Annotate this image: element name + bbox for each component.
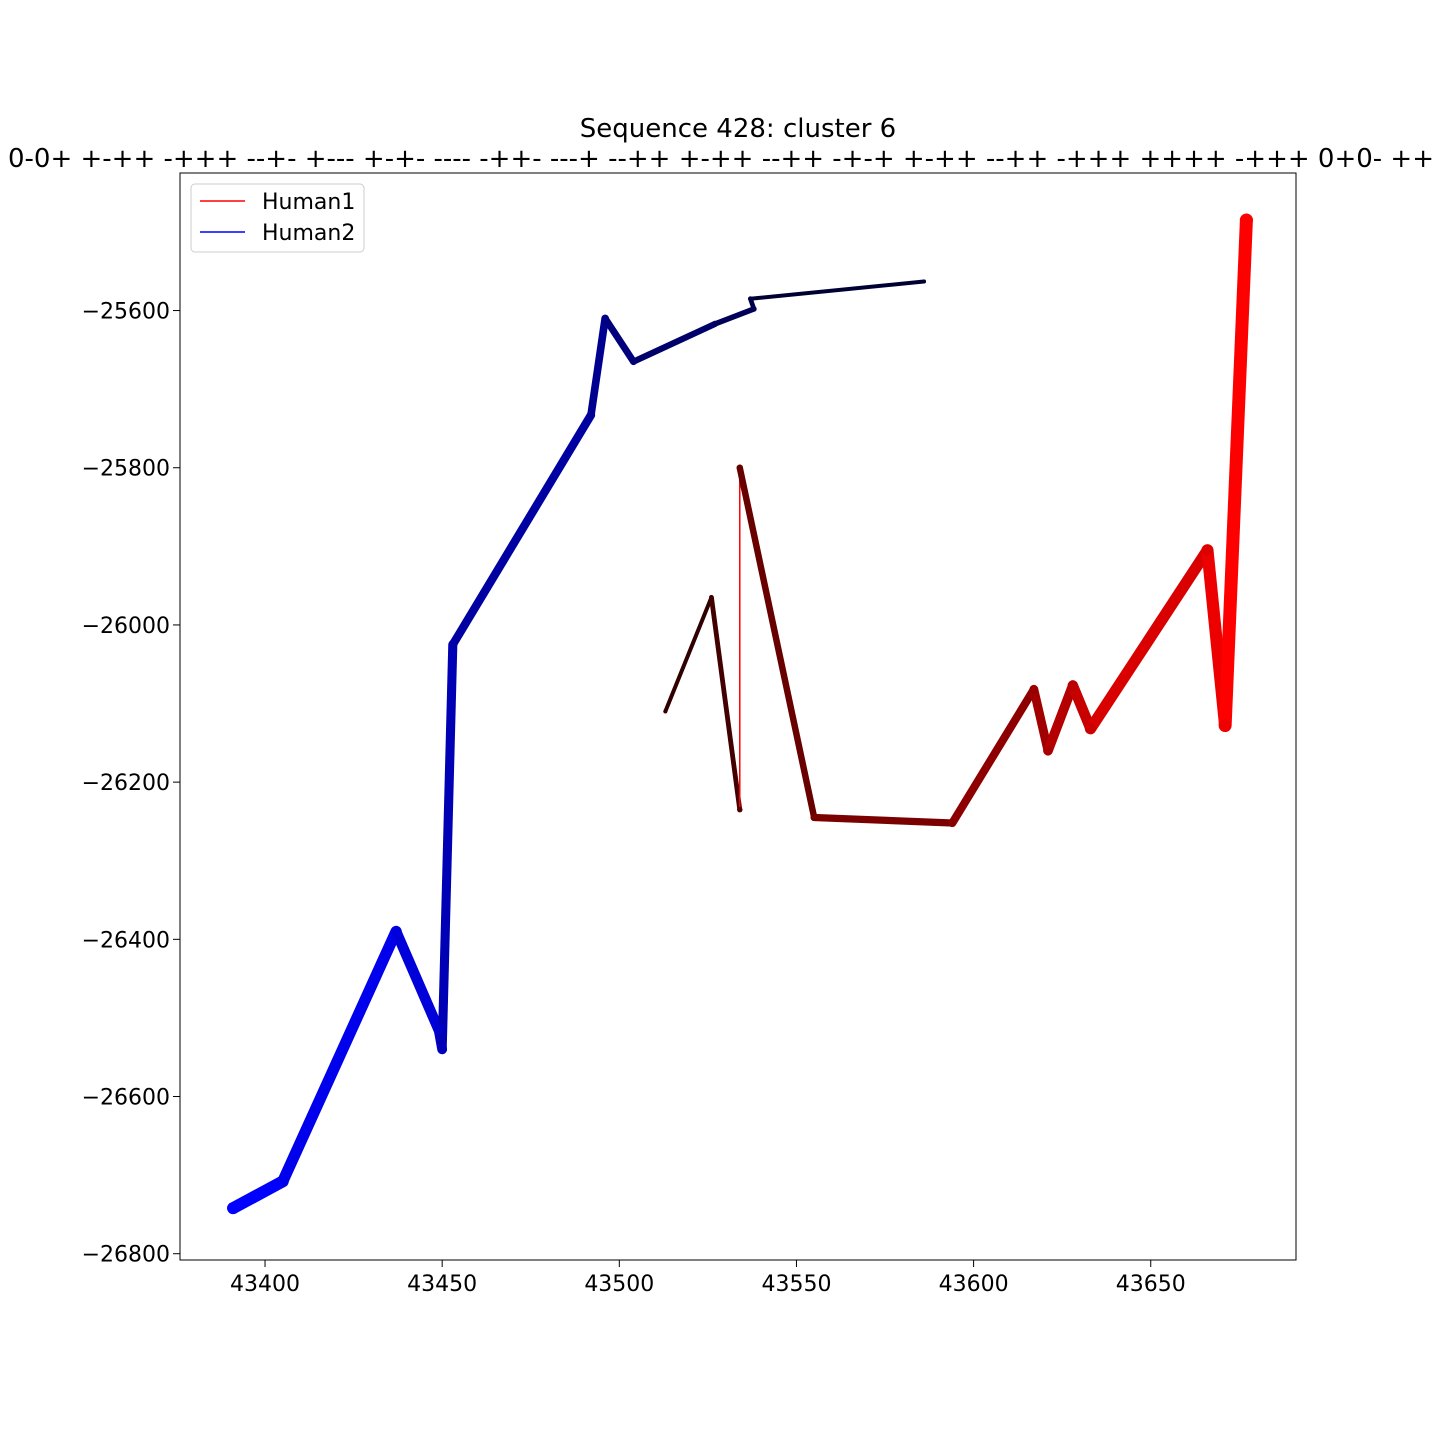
y-axis: −25600 −25800 −26000 −26200 −26400 −26600 −268… (82, 300, 180, 1268)
data-point (586, 411, 595, 420)
data-point (737, 806, 743, 813)
series-human1 (663, 213, 1253, 828)
series-segment (810, 813, 956, 827)
data-point (448, 640, 458, 649)
series-segment (1043, 680, 1078, 756)
data-point (748, 296, 753, 302)
data-point (437, 1044, 447, 1055)
data-point (1043, 746, 1053, 756)
data-point (1201, 544, 1214, 557)
series-segment (712, 306, 757, 327)
series-segment (748, 279, 926, 301)
data-point (1239, 213, 1253, 227)
series-segment (736, 464, 818, 821)
data-point (390, 926, 402, 937)
plot-frame (179, 172, 1297, 1261)
series-segment (630, 320, 719, 365)
y-tick-label: −26200 (82, 771, 170, 796)
series-segment (587, 314, 609, 419)
x-tick-label: 43500 (584, 1272, 654, 1297)
x-tick-label: 43450 (407, 1272, 477, 1297)
series-segment (277, 925, 402, 1188)
data-point (1067, 680, 1078, 691)
series-segment (948, 685, 1038, 828)
series-segment (709, 595, 743, 813)
series-segment (663, 595, 714, 714)
x-tick-label: 43600 (939, 1272, 1009, 1297)
data-point (227, 1202, 240, 1215)
y-tick-label: −26000 (82, 614, 170, 639)
data-point (709, 595, 714, 600)
series-segment (1218, 213, 1253, 733)
x-tick-label: 43400 (230, 1272, 300, 1297)
data-point (810, 813, 818, 821)
data-point (663, 709, 668, 714)
y-tick-label: −25800 (82, 457, 170, 482)
data-point (948, 819, 957, 827)
data-point (277, 1175, 289, 1188)
data-point (1219, 719, 1232, 732)
y-tick-label: −25600 (82, 300, 170, 325)
series-segment (227, 1175, 289, 1215)
series-segment (601, 314, 637, 366)
x-axis: 43400 43450 43500 43550 43600 43650 (230, 1260, 1186, 1297)
series-segment (437, 640, 458, 1054)
series-segment (448, 410, 596, 649)
series-segment (1084, 544, 1214, 735)
data-point (922, 279, 926, 284)
legend: Human1 Human2 (190, 183, 365, 253)
data-point (433, 1024, 444, 1035)
legend-label-human1: Human1 (262, 190, 355, 215)
data-point (601, 314, 609, 323)
series-segment (1067, 680, 1096, 734)
series-human2 (227, 279, 926, 1215)
data-point (751, 306, 757, 312)
data-point (711, 320, 718, 327)
x-tick-label: 43550 (761, 1272, 831, 1297)
chart-subtitle: 0-0+ +-++ -+++ --+- +--- +-+- ---- -++- … (8, 144, 1434, 174)
data-point (630, 358, 637, 365)
y-tick-label: −26400 (82, 928, 170, 953)
data-point (1085, 723, 1096, 735)
series-segment (1029, 684, 1053, 756)
y-tick-label: −26600 (82, 1086, 170, 1111)
series-layer (227, 213, 1253, 1215)
series-segment (390, 926, 444, 1035)
data-point (1029, 685, 1039, 694)
chart-title: Sequence 428: cluster 6 (580, 114, 896, 144)
x-tick-label: 43650 (1116, 1272, 1186, 1297)
legend-label-human2: Human2 (262, 221, 355, 246)
y-tick-label: −26800 (82, 1243, 170, 1268)
data-point (736, 464, 743, 471)
